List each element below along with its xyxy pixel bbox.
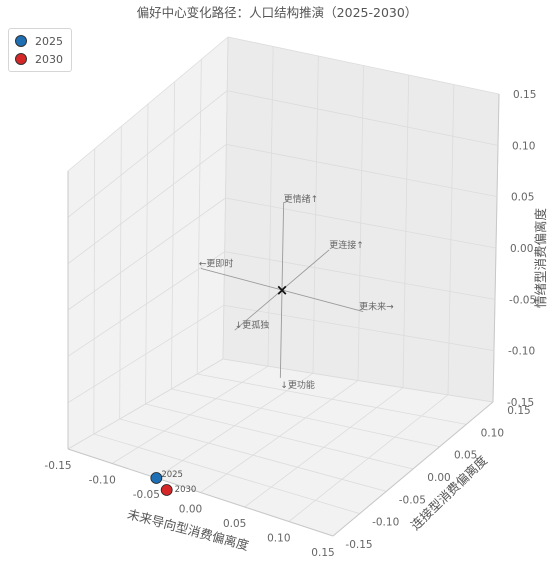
axis-annotation: ↓更孤独 — [235, 319, 270, 331]
y-tick-label: -0.15 — [345, 539, 372, 551]
data-point-2025 — [150, 472, 163, 484]
data-point-2030 — [160, 484, 173, 496]
reference-line — [279, 202, 285, 378]
z-tick-label: -0.15 — [507, 397, 534, 409]
x-tick-label: -0.05 — [133, 489, 160, 501]
axis-edge — [332, 401, 494, 537]
z-tick-label: 0.15 — [513, 89, 536, 101]
axis-annotation: 更未来→ — [359, 301, 394, 313]
legend-label-2030: 2030 — [35, 52, 63, 66]
grid-line — [67, 90, 228, 218]
x-tick-label: -0.10 — [89, 475, 116, 487]
grid-line — [67, 36, 229, 172]
y-tick-label: -0.05 — [399, 494, 426, 506]
x-tick-label: 0.05 — [223, 518, 246, 530]
data-label-2025: 2025 — [161, 470, 183, 480]
origin-marker: × — [276, 281, 289, 299]
axis-annotation: ←更即时 — [199, 257, 234, 269]
x-tick-label: 0.10 — [267, 533, 290, 545]
chart-title: 偏好中心变化路径：人口结构推演（2025-2030） — [137, 5, 418, 20]
grid-lines — [67, 36, 500, 537]
x-tick-label: 0.00 — [179, 504, 202, 516]
z-tick-label: 0.05 — [511, 192, 534, 204]
y-tick-label: 0.15 — [507, 405, 530, 417]
legend-marker-2030 — [15, 53, 27, 65]
data-points: 2025 2030 — [150, 470, 197, 496]
y-tick-label: 0.10 — [481, 427, 504, 439]
y-tick-label: 0.00 — [427, 472, 450, 484]
tick-labels: -0.15-0.10-0.050.000.050.100.15-0.15-0.1… — [44, 89, 536, 559]
axis-edge — [67, 448, 334, 537]
left-wall-pane — [68, 37, 228, 449]
legend-marker-2025 — [15, 35, 27, 47]
z-tick-label: 0.10 — [512, 140, 535, 152]
x-tick-label: 0.15 — [311, 547, 334, 559]
z-tick-label: 0.00 — [510, 243, 533, 255]
legend-item-2025: 2025 — [15, 32, 63, 50]
y-tick-label: 0.05 — [454, 450, 477, 462]
legend: 2025 2030 — [8, 28, 72, 72]
axis-panes — [68, 37, 499, 536]
grid-line — [227, 36, 500, 95]
grid-line — [222, 358, 494, 403]
legend-item-2030: 2030 — [15, 50, 63, 68]
y-tick-label: -0.10 — [372, 517, 399, 529]
grid-line — [222, 36, 229, 360]
reference-axes: × 更情绪↑ ↓更功能 更连接↑ ↓更孤独 更未来→ ←更即时 — [199, 193, 394, 391]
x-tick-label: -0.15 — [44, 460, 71, 472]
axis-annotation: 更情绪↑ — [284, 193, 319, 205]
legend-label-2025: 2025 — [35, 34, 63, 48]
grid-line — [227, 90, 499, 146]
z-tick-label: -0.05 — [509, 294, 536, 306]
z-tick-label: -0.10 — [508, 346, 535, 358]
y-axis-label: 连接型消费偏离度 — [408, 452, 491, 533]
axis-annotation: ↓更功能 — [280, 379, 315, 391]
axis-annotation: 更连接↑ — [329, 239, 364, 251]
axis-edge — [492, 93, 500, 403]
z-axis-label: 情绪型消费偏离度 — [533, 208, 548, 309]
grid-line — [197, 373, 467, 425]
data-label-2030: 2030 — [175, 485, 197, 495]
floor-pane — [68, 359, 493, 536]
